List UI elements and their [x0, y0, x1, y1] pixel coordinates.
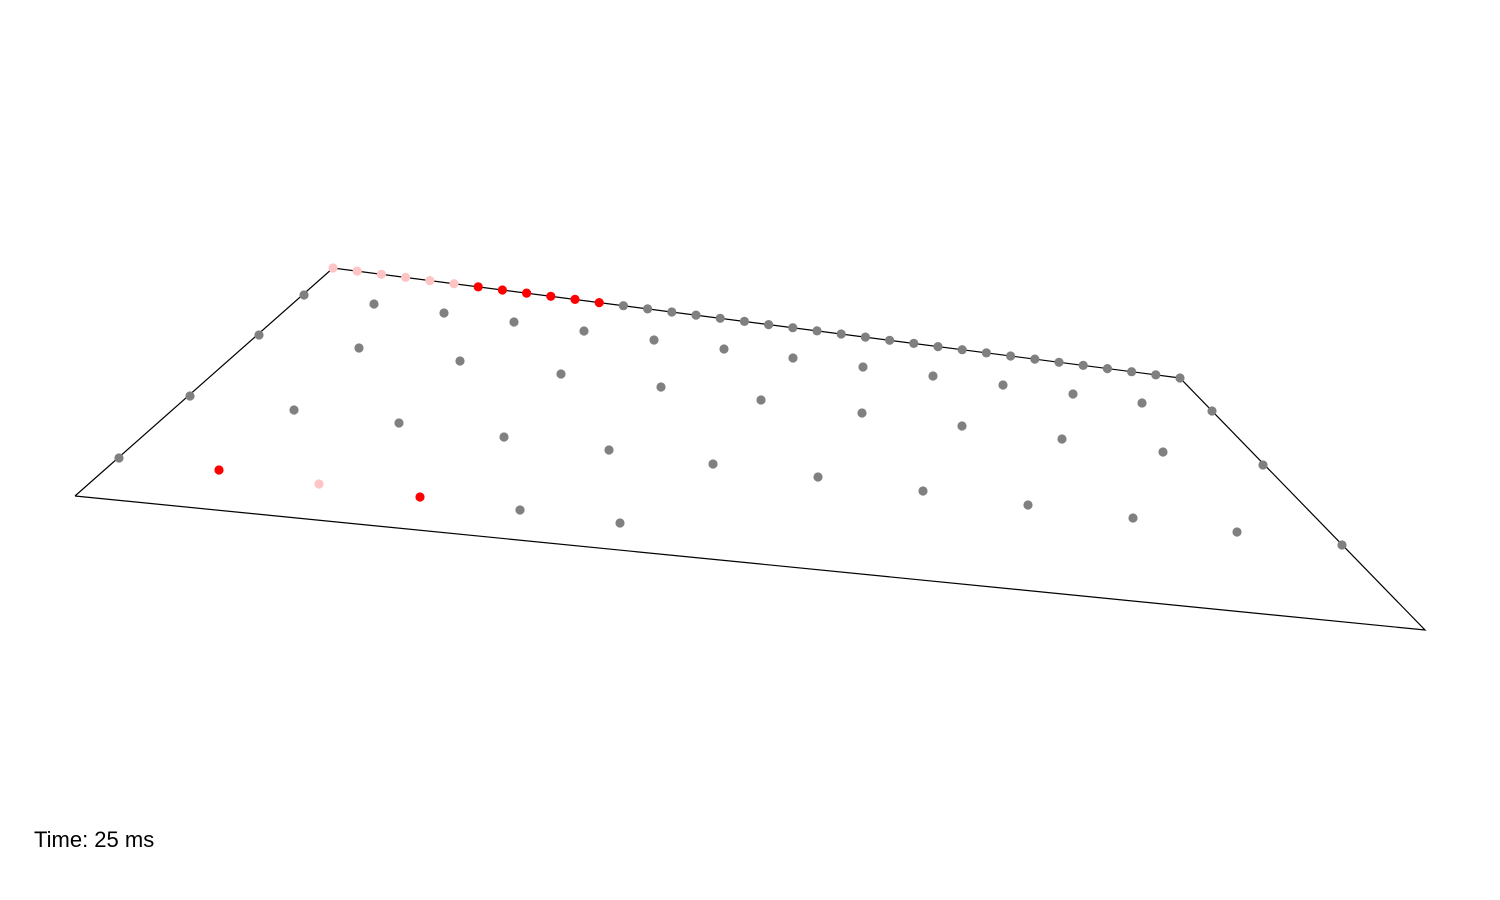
electrode-dot-fading	[401, 272, 411, 282]
electrode-dot-fading	[314, 479, 324, 489]
electrode-dot-inactive	[756, 395, 766, 405]
electrode-dot-inactive	[114, 453, 124, 463]
electrode-dot-active	[522, 288, 532, 298]
electrode-dot-fading	[449, 279, 459, 289]
electrode-dot-inactive	[289, 405, 299, 415]
electrode-dot-inactive	[957, 421, 967, 431]
electrode-dot-inactive	[1128, 513, 1138, 523]
electrode-dot-fading	[425, 276, 435, 286]
electrode-dot-inactive	[719, 344, 729, 354]
electrode-dot-inactive	[254, 330, 264, 340]
electrode-dot-inactive	[885, 335, 895, 345]
electrode-dot-active	[497, 285, 507, 295]
electrode-dot-inactive	[1158, 447, 1168, 457]
electrode-dot-inactive	[933, 342, 943, 352]
electrode-dot-active	[594, 298, 604, 308]
electrode-dot-inactive	[739, 316, 750, 326]
electrode-dot-inactive	[1232, 527, 1242, 537]
electrode-dot-inactive	[185, 391, 195, 401]
electrode-dot-inactive	[1006, 351, 1016, 361]
electrode-dot-inactive	[928, 371, 938, 381]
array-outline	[74, 267, 1427, 631]
electrode-dot-fading	[328, 263, 338, 273]
electrode-dot-inactive	[649, 335, 659, 345]
electrode-dot-inactive	[1175, 373, 1185, 383]
electrode-dot-inactive	[509, 317, 519, 327]
electrode-dot-inactive	[1137, 398, 1147, 408]
electrode-dot-inactive	[981, 348, 992, 358]
electrode-dot-inactive	[1078, 360, 1088, 370]
electrode-dot-active	[473, 282, 483, 292]
electrode-dot-inactive	[1151, 370, 1161, 380]
electrode-dot-inactive	[618, 301, 629, 311]
electrode-dot-inactive	[615, 518, 625, 528]
electrode-dot-inactive	[1127, 367, 1137, 377]
electrode-dot-inactive	[1023, 500, 1033, 510]
electrode-dot-inactive	[858, 362, 868, 372]
electrode-dot-inactive	[579, 326, 589, 336]
electrode-dot-inactive	[515, 505, 525, 515]
electrode-dot-inactive	[788, 353, 798, 363]
electrode-dot-inactive	[1068, 389, 1078, 399]
electrode-dot-inactive	[394, 418, 404, 428]
electrode-dot-inactive	[604, 445, 614, 455]
electrode-dot-inactive	[836, 329, 846, 339]
electrode-dot-active	[415, 492, 425, 502]
electrode-dot-inactive	[439, 308, 449, 318]
electrode-dot-inactive	[813, 472, 823, 482]
electrode-dot-inactive	[1054, 357, 1064, 367]
electrode-dot-inactive	[1207, 406, 1217, 416]
electrode-dot-inactive	[812, 326, 822, 336]
electrode-dot-inactive	[691, 310, 701, 320]
electrode-dot-fading	[376, 269, 386, 279]
electrode-dot-inactive	[499, 432, 509, 442]
electrode-dot-fading	[352, 266, 362, 276]
electrode-dot-inactive	[354, 343, 364, 353]
electrode-dot-inactive	[656, 382, 666, 392]
electrode-dot-inactive	[556, 369, 566, 379]
electrode-dot-inactive	[1258, 460, 1268, 470]
electrode-dot-active	[214, 465, 224, 475]
electrode-dot-inactive	[860, 332, 871, 342]
electrode-dot-inactive	[918, 486, 928, 496]
electrode-dot-inactive	[788, 323, 798, 333]
electrode-dot-inactive	[1102, 364, 1112, 374]
time-readout: Time: 25 ms	[34, 827, 155, 852]
electrode-dot-inactive	[909, 338, 919, 348]
electrode-dot-inactive	[764, 320, 774, 330]
electrode-dot-inactive	[708, 459, 718, 469]
electrode-dot-inactive	[1057, 434, 1067, 444]
electrode-dot-inactive	[715, 313, 725, 323]
electrode-dot-inactive	[1337, 540, 1347, 550]
electrode-dot-active	[546, 291, 556, 301]
electrode-dots	[114, 263, 1347, 550]
electrode-dot-active	[570, 294, 580, 304]
electrode-dot-inactive	[1030, 354, 1040, 364]
array-outline-line	[74, 267, 1427, 631]
electrode-dot-inactive	[299, 290, 309, 300]
electrode-dot-inactive	[998, 380, 1008, 390]
electrode-dot-inactive	[369, 299, 379, 309]
electrode-dot-inactive	[957, 345, 967, 355]
electrode-dot-inactive	[643, 304, 653, 314]
electrode-dot-inactive	[455, 356, 465, 366]
electrode-dot-inactive	[667, 307, 677, 317]
electrode-dot-inactive	[857, 408, 867, 418]
